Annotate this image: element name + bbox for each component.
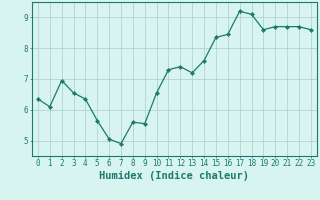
X-axis label: Humidex (Indice chaleur): Humidex (Indice chaleur)	[100, 171, 249, 181]
